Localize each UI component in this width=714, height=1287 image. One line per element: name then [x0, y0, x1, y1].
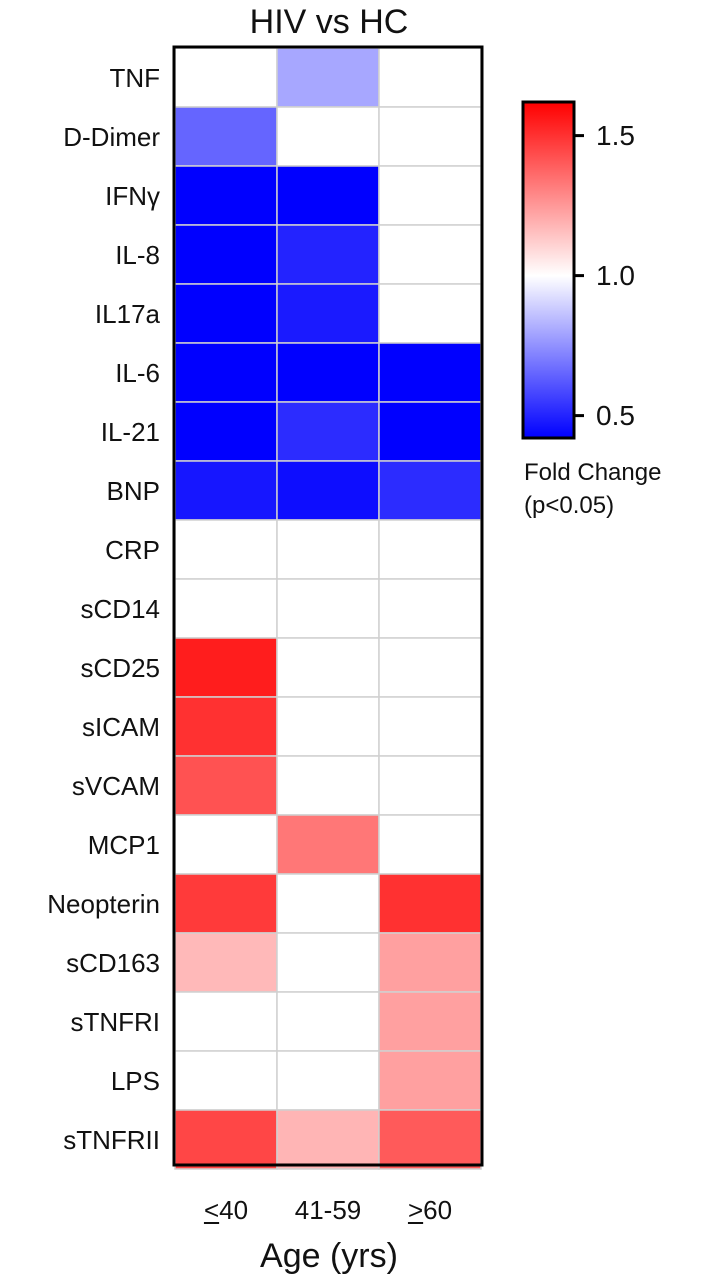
heatmap-cell: [174, 47, 278, 108]
heatmap-cell: [174, 1050, 278, 1111]
colorbar-title: Fold Change (p<0.05): [524, 456, 714, 522]
heatmap-cell: [378, 1050, 482, 1111]
heatmap-cell: [276, 460, 380, 521]
row-label: sICAM: [82, 711, 160, 742]
column-label-symbol: <: [203, 1195, 220, 1225]
heatmap-cell: [378, 1109, 482, 1170]
heatmap-cell: [174, 637, 278, 698]
heatmap-cell: [276, 696, 380, 757]
heatmap-cell: [174, 401, 278, 462]
column-label: <40: [175, 1195, 277, 1225]
heatmap-cell: [276, 814, 380, 875]
heatmap-cell: [174, 932, 278, 993]
colorbar: [521, 100, 576, 440]
row-label: D-Dimer: [63, 121, 160, 152]
colorbar-tick-label: 1.5: [596, 119, 635, 151]
heatmap-cell: [378, 283, 482, 344]
heatmap-cell: [174, 224, 278, 285]
column-label-text: 41-59: [294, 1195, 362, 1225]
row-label: sCD25: [80, 652, 160, 683]
row-label: LPS: [110, 1065, 160, 1096]
colorbar-tick-label: 0.5: [596, 399, 635, 431]
column-label: 41-59: [277, 1195, 379, 1225]
heatmap-cell: [276, 342, 380, 403]
heatmap-cell: [378, 165, 482, 226]
heatmap-cell: [276, 47, 380, 108]
heatmap-cell: [276, 106, 380, 167]
heatmap-cell: [276, 401, 380, 462]
row-label: IL17a: [94, 298, 160, 329]
heatmap-cell: [174, 1109, 278, 1170]
heatmap-cell: [378, 342, 482, 403]
row-label: sTNFRII: [63, 1124, 160, 1155]
heatmap-cell: [378, 696, 482, 757]
heatmap-cell: [378, 460, 482, 521]
heatmap-cell: [276, 224, 380, 285]
heatmap-cell: [276, 519, 380, 580]
column-label: >60: [379, 1195, 481, 1225]
row-label: IL-8: [115, 239, 160, 270]
row-label: IL-21: [100, 416, 160, 447]
row-label: IFNγ: [105, 180, 160, 211]
heatmap-cell: [174, 342, 278, 403]
colorbar-title-line-2: (p<0.05): [524, 492, 615, 519]
heatmap-cell: [174, 106, 278, 167]
row-label: IL-6: [115, 357, 160, 388]
heatmap-cell: [174, 460, 278, 521]
heatmap-cell: [378, 47, 482, 108]
heatmap-cell: [174, 696, 278, 757]
chart-title: HIV vs HC: [249, 3, 409, 41]
heatmap-cell: [378, 814, 482, 875]
row-label: MCP1: [87, 829, 160, 860]
x-axis-title: Age (yrs): [260, 1237, 398, 1275]
heatmap-cell: [174, 991, 278, 1052]
row-label: TNF: [109, 62, 160, 93]
column-label-symbol: >: [407, 1195, 424, 1225]
heatmap-cell: [276, 283, 380, 344]
heatmap-cell: [378, 873, 482, 934]
heatmap-cell: [276, 1109, 380, 1170]
heatmap-cell: [378, 755, 482, 816]
heatmap-cell: [378, 519, 482, 580]
row-label: sTNFRI: [70, 1006, 160, 1037]
heatmap-cell: [276, 1050, 380, 1111]
heatmap-cell: [378, 106, 482, 167]
heatmap-cell: [174, 873, 278, 934]
heatmap-cell: [378, 224, 482, 285]
heatmap-cell: [174, 814, 278, 875]
heatmap-cell: [378, 637, 482, 698]
row-label: sCD14: [80, 593, 160, 624]
heatmap-cell: [276, 991, 380, 1052]
heatmap-cell: [276, 165, 380, 226]
heatmap-cell: [276, 637, 380, 698]
colorbar-title-line-1: Fold Change: [524, 459, 662, 486]
heatmap-cell: [276, 578, 380, 639]
row-label: sCD163: [66, 947, 160, 978]
column-label-text: 40: [219, 1195, 249, 1225]
column-label-text: 60: [423, 1195, 453, 1225]
heatmap-cell: [378, 932, 482, 993]
heatmap-cell: [378, 578, 482, 639]
heatmap-cell: [276, 755, 380, 816]
heatmap-frame: [172, 45, 484, 1167]
row-label: BNP: [106, 475, 160, 506]
heatmap-cell: [174, 578, 278, 639]
heatmap-cell: [378, 401, 482, 462]
heatmap-cell: [174, 283, 278, 344]
colorbar-tick-label: 1.0: [596, 259, 635, 291]
heatmap-cell: [174, 519, 278, 580]
heatmap-cell: [174, 165, 278, 226]
heatmap-cell: [276, 873, 380, 934]
heatmap-cell: [378, 991, 482, 1052]
row-label: sVCAM: [71, 770, 160, 801]
row-label: CRP: [105, 534, 160, 565]
heatmap-cell: [276, 932, 380, 993]
row-label: Neopterin: [47, 888, 160, 919]
heatmap-cell: [174, 755, 278, 816]
